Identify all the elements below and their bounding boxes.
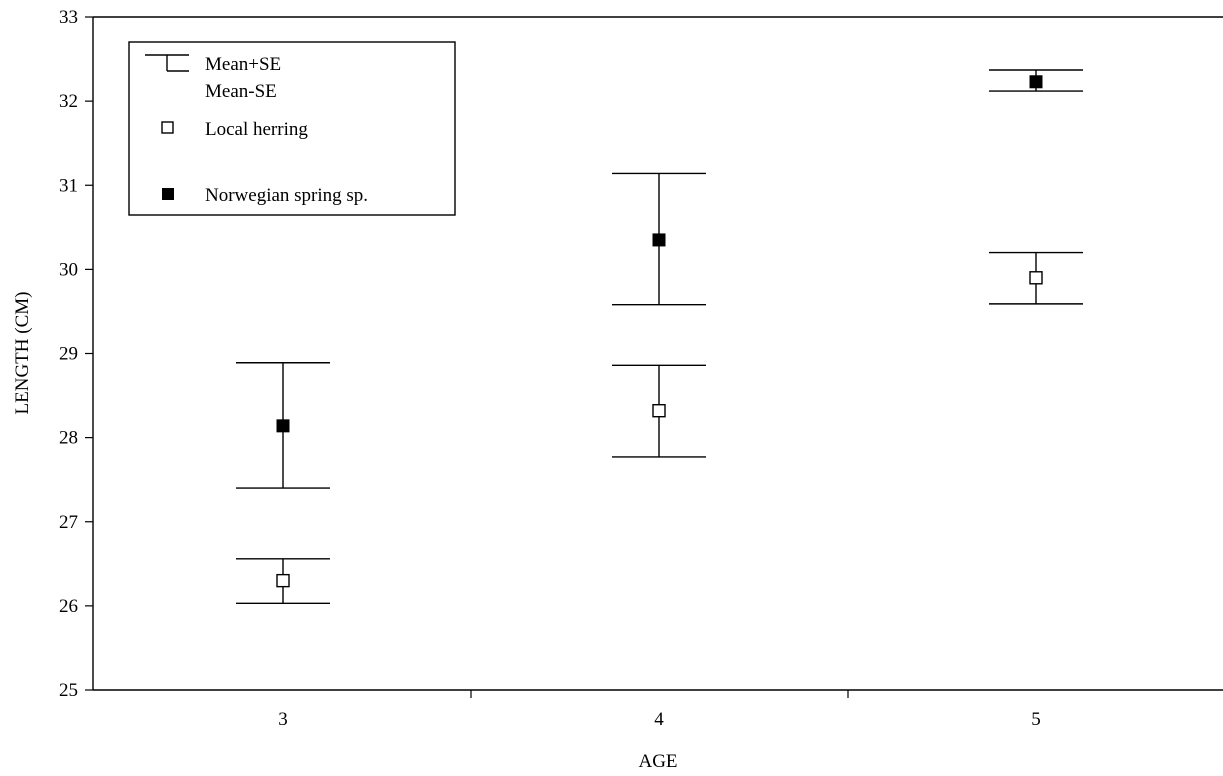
y-tick-label-6: 31: [59, 175, 78, 196]
y-tick-label-5: 30: [59, 259, 78, 280]
y-axis-ticks: 25 26 27 28 29 30 31 32 33: [59, 7, 93, 701]
legend-filled-square-icon: [162, 188, 174, 200]
legend-label-mean-minus-se: Mean-SE: [205, 81, 277, 102]
point-s1-2: [1029, 75, 1043, 89]
y-tick-label-0: 25: [59, 680, 78, 701]
point-s1-0: [276, 419, 290, 433]
legend-label-mean-plus-se: Mean+SE: [205, 54, 281, 75]
y-tick-label-3: 28: [59, 428, 78, 449]
point-s0-0: [276, 573, 290, 588]
point-s0-2: [1029, 271, 1043, 285]
x-axis-label: AGE: [638, 751, 677, 772]
y-tick-label-4: 29: [59, 344, 78, 365]
y-tick-label-1: 26: [59, 596, 78, 617]
y-tick-label-7: 32: [59, 91, 78, 112]
legend-label-norwegian-spring: Norwegian spring sp.: [205, 185, 368, 206]
legend-label-local-herring: Local herring: [205, 119, 308, 140]
legend: Mean+SE Mean-SE Local herring Norwegian …: [128, 41, 456, 216]
legend-errorbar-icon: [145, 54, 189, 72]
point-s1-1: [652, 233, 666, 247]
x-axis-ticks: 3 4 5: [278, 690, 1041, 730]
x-tick-label-1: 4: [654, 709, 664, 730]
y-axis-label: LENGTH (CM): [12, 292, 33, 415]
x-tick-label-0: 3: [278, 709, 288, 730]
y-tick-label-8: 33: [59, 7, 78, 28]
point-s0-1: [652, 404, 666, 418]
data-marks: [236, 69, 1083, 605]
y-tick-label-2: 27: [59, 512, 78, 533]
legend-open-square-icon: [161, 121, 174, 134]
x-tick-label-2: 5: [1031, 709, 1041, 730]
